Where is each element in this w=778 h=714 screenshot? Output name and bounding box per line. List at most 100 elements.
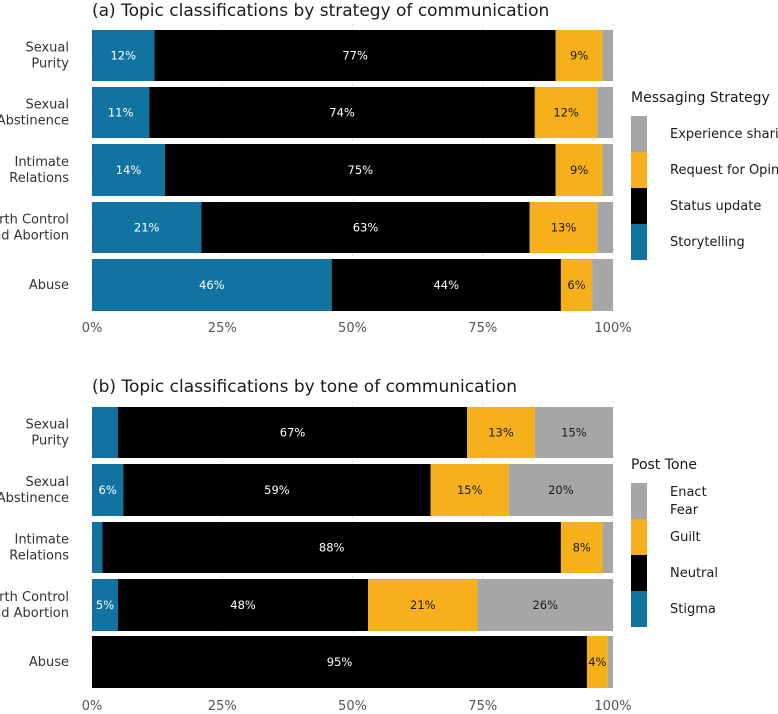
tone-legend-label: Guilt (670, 530, 701, 545)
tone-category-label: Sexual Purity (25, 417, 69, 448)
strategy-bar-segment (154, 30, 556, 81)
strategy-data-label: 77% (342, 49, 368, 63)
strategy-bar-segment (555, 144, 603, 196)
strategy-legend-label: Experience sharing (670, 127, 778, 142)
strategy-bar-segment (92, 202, 202, 253)
strategy-data-label: 44% (433, 278, 459, 292)
tone-data-label: 8% (573, 541, 591, 555)
tone-data-label: 15% (457, 483, 483, 497)
strategy-data-label: 12% (553, 106, 579, 120)
strategy-data-label: 46% (199, 278, 225, 292)
strategy-data-label: 12% (110, 49, 136, 63)
strategy-category-label: Sexual Purity (25, 40, 69, 71)
tone-bar-segment (92, 636, 587, 688)
tone-data-label: 21% (410, 598, 436, 612)
strategy-legend-label: Request for Opinion (670, 163, 778, 178)
strategy-bar-segment (92, 87, 150, 138)
tone-x-tick-label: 25% (208, 699, 237, 714)
strategy-data-label: 9% (570, 49, 588, 63)
tone-bar-segment (467, 407, 535, 458)
strategy-data-label: 11% (108, 106, 134, 120)
strategy-bar-segment (92, 144, 165, 196)
tone-bar-segment (92, 407, 119, 458)
tone-legend-key (631, 591, 647, 627)
tone-legend-label: Stigma (670, 602, 716, 617)
tone-data-label: 15% (561, 426, 587, 440)
tone-bar-segment (123, 464, 431, 516)
tone-bar-segment (102, 522, 561, 573)
strategy-data-label: 75% (348, 163, 374, 177)
tone-bar-segment (92, 522, 103, 573)
tone-bar-segment (586, 636, 608, 688)
strategy-bar-segment (92, 30, 155, 81)
tone-chart-title: (b) Topic classifications by tone of com… (92, 377, 517, 397)
tone-bar-segment (534, 407, 613, 458)
tone-category-label: Abuse (29, 655, 69, 670)
tone-data-label: 48% (230, 598, 256, 612)
strategy-bar-segment (597, 87, 613, 138)
tone-bar-segment (602, 522, 613, 573)
tone-data-label: 5% (96, 598, 114, 612)
tone-legend-key (631, 483, 647, 519)
tone-bar-segment (92, 464, 124, 516)
tone-x-tick-label: 75% (468, 699, 497, 714)
tone-bar-segment (508, 464, 613, 516)
strategy-bar-segment (201, 202, 530, 253)
strategy-bar-segment (534, 87, 598, 138)
tone-bar-segment (607, 636, 613, 688)
strategy-bar-segment (602, 30, 613, 81)
tone-category-label: Intimate Relations (9, 532, 69, 563)
tone-data-label: 88% (319, 541, 345, 555)
tone-bar-segment (477, 579, 613, 631)
strategy-category-label: Intimate Relations (9, 155, 69, 186)
strategy-x-tick-label: 100% (594, 321, 631, 336)
tone-data-label: 20% (548, 483, 574, 497)
strategy-bar-segment (602, 144, 613, 196)
strategy-bar-segment (560, 259, 593, 311)
tone-x-tick-label: 50% (338, 699, 367, 714)
strategy-x-tick-label: 50% (338, 321, 367, 336)
strategy-data-label: 9% (570, 163, 588, 177)
tone-data-label: 13% (488, 426, 514, 440)
tone-bar-segment (368, 579, 478, 631)
strategy-legend-label: Status update (670, 199, 761, 214)
strategy-bar-segment (529, 202, 598, 253)
tone-legend-key (631, 519, 647, 555)
strategy-data-label: 74% (329, 106, 355, 120)
tone-data-label: 95% (327, 655, 353, 669)
strategy-x-tick-label: 25% (208, 321, 237, 336)
strategy-bar-segment (149, 87, 535, 138)
strategy-chart-title: (a) Topic classifications by strategy of… (92, 1, 549, 21)
strategy-bar-segment (592, 259, 613, 311)
strategy-legend-label: Storytelling (670, 235, 745, 250)
tone-legend-label: Enact Fear (670, 485, 707, 518)
tone-bar-segment (560, 522, 603, 573)
tone-category-label: Birth Controland Abortion (0, 590, 69, 621)
tone-x-tick-label: 100% (594, 699, 631, 714)
strategy-bar-segment (164, 144, 556, 196)
strategy-data-label: 63% (353, 221, 379, 235)
strategy-legend-key (631, 152, 647, 188)
tone-bar-segment (118, 579, 369, 631)
strategy-legend-key (631, 116, 647, 152)
tone-data-label: 6% (99, 483, 117, 497)
strategy-data-label: 14% (116, 163, 142, 177)
strategy-category-label: Sexual Abstinence (0, 97, 69, 128)
tone-legend-title: Post Tone (631, 457, 697, 473)
strategy-bar-segment (597, 202, 613, 253)
strategy-data-label: 6% (567, 278, 585, 292)
strategy-bar-segment (555, 30, 603, 81)
strategy-data-label: 21% (134, 221, 160, 235)
tone-legend-key (631, 555, 647, 591)
tone-data-label: 59% (264, 483, 290, 497)
tone-legend-label: Neutral (670, 566, 718, 581)
tone-data-label: 67% (280, 426, 306, 440)
tone-data-label: 4% (588, 655, 606, 669)
strategy-legend-key (631, 224, 647, 260)
strategy-x-tick-label: 0% (82, 321, 103, 336)
tone-bar-segment (118, 407, 468, 458)
strategy-category-label: Birth Controland Abortion (0, 212, 69, 243)
strategy-bar-segment (92, 259, 332, 311)
strategy-legend-title: Messaging Strategy (631, 90, 770, 106)
